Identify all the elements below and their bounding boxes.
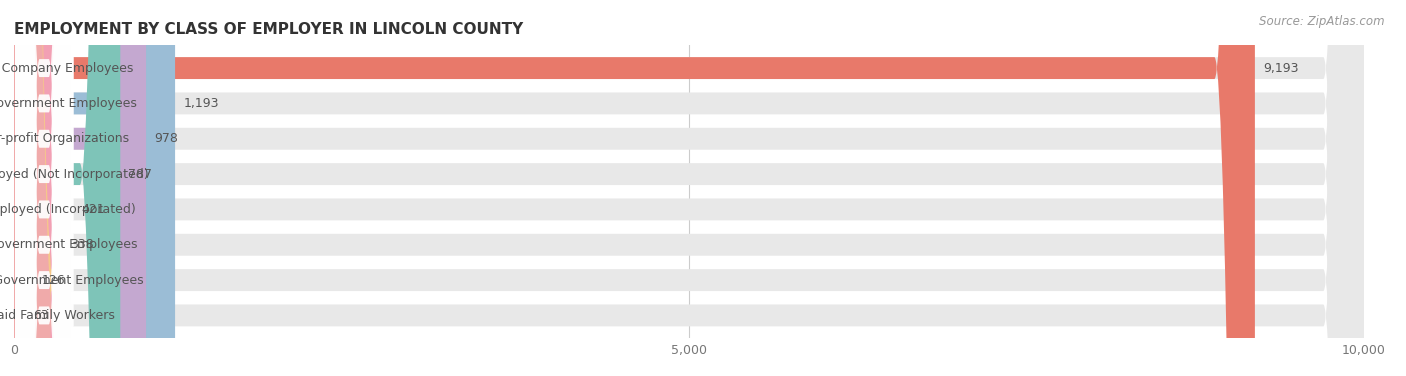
FancyBboxPatch shape bbox=[14, 0, 1364, 376]
Text: Source: ZipAtlas.com: Source: ZipAtlas.com bbox=[1260, 15, 1385, 28]
FancyBboxPatch shape bbox=[14, 0, 176, 376]
FancyBboxPatch shape bbox=[15, 0, 73, 376]
FancyBboxPatch shape bbox=[14, 0, 1364, 376]
Text: 338: 338 bbox=[70, 238, 94, 251]
Text: Not-for-profit Organizations: Not-for-profit Organizations bbox=[0, 132, 129, 145]
Text: 63: 63 bbox=[34, 309, 49, 322]
Text: Self-Employed (Incorporated): Self-Employed (Incorporated) bbox=[0, 203, 135, 216]
FancyBboxPatch shape bbox=[15, 0, 73, 376]
FancyBboxPatch shape bbox=[14, 0, 1364, 376]
Text: 978: 978 bbox=[155, 132, 179, 145]
FancyBboxPatch shape bbox=[14, 0, 1364, 376]
FancyBboxPatch shape bbox=[14, 0, 70, 376]
FancyBboxPatch shape bbox=[15, 0, 73, 376]
FancyBboxPatch shape bbox=[14, 0, 1364, 376]
FancyBboxPatch shape bbox=[14, 0, 146, 376]
FancyBboxPatch shape bbox=[0, 0, 55, 376]
Text: 421: 421 bbox=[82, 203, 105, 216]
Text: State Government Employees: State Government Employees bbox=[0, 238, 138, 251]
FancyBboxPatch shape bbox=[14, 0, 121, 376]
FancyBboxPatch shape bbox=[14, 0, 1364, 376]
Text: 787: 787 bbox=[128, 168, 152, 180]
Text: Local Government Employees: Local Government Employees bbox=[0, 97, 138, 110]
FancyBboxPatch shape bbox=[15, 0, 73, 376]
Text: Unpaid Family Workers: Unpaid Family Workers bbox=[0, 309, 115, 322]
Text: 126: 126 bbox=[42, 274, 66, 287]
FancyBboxPatch shape bbox=[0, 0, 55, 376]
FancyBboxPatch shape bbox=[14, 0, 1364, 376]
Text: Self-Employed (Not Incorporated): Self-Employed (Not Incorporated) bbox=[0, 168, 149, 180]
Text: Federal Government Employees: Federal Government Employees bbox=[0, 274, 143, 287]
Text: EMPLOYMENT BY CLASS OF EMPLOYER IN LINCOLN COUNTY: EMPLOYMENT BY CLASS OF EMPLOYER IN LINCO… bbox=[14, 22, 523, 37]
FancyBboxPatch shape bbox=[14, 0, 59, 376]
FancyBboxPatch shape bbox=[15, 0, 73, 376]
Text: 9,193: 9,193 bbox=[1263, 62, 1299, 74]
FancyBboxPatch shape bbox=[15, 0, 73, 376]
FancyBboxPatch shape bbox=[15, 0, 73, 376]
Text: Private Company Employees: Private Company Employees bbox=[0, 62, 134, 74]
FancyBboxPatch shape bbox=[14, 0, 1256, 376]
FancyBboxPatch shape bbox=[14, 0, 1364, 376]
Text: 1,193: 1,193 bbox=[183, 97, 219, 110]
FancyBboxPatch shape bbox=[15, 0, 73, 376]
